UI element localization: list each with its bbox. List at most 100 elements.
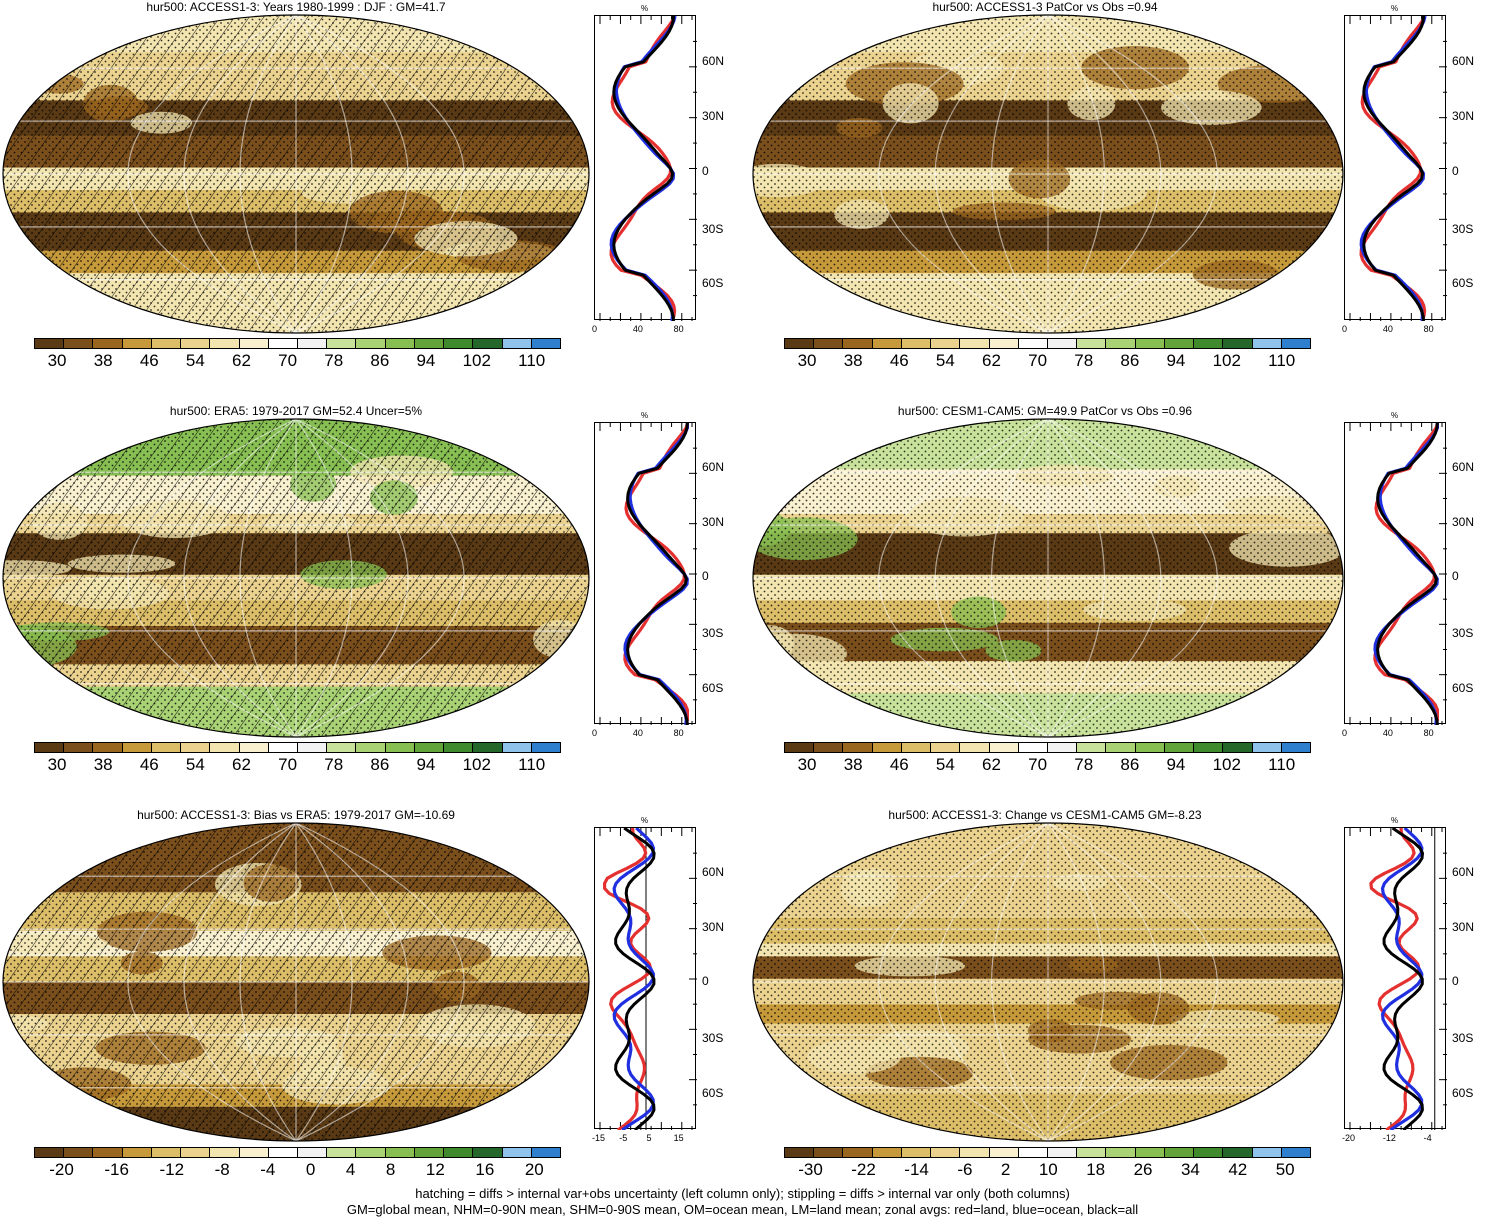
- zonal-x-tick-label: 80: [673, 728, 684, 738]
- zonal-lat-label: 30S: [702, 1031, 724, 1046]
- zonal-x-tick-label: -5: [619, 1133, 628, 1143]
- colorbar-tick-label: 54: [185, 351, 205, 370]
- zonal-lat-label: 60N: [1452, 865, 1475, 880]
- zonal-unit-label: %: [641, 816, 649, 825]
- colorbar-tick-label: -30: [798, 1160, 823, 1179]
- zonal-lat-label: 30S: [1452, 626, 1474, 641]
- colorbar-tick-label: 94: [1166, 351, 1186, 370]
- zonal-curve-all: [614, 826, 656, 1132]
- panel-title: hur500: ACCESS1-3: Years 1980-1999 : DJF…: [146, 0, 446, 14]
- colorbar-tick-label: 38: [93, 351, 113, 370]
- colorbar-tick-label: 94: [416, 351, 436, 370]
- zonal-lat-label: 60S: [702, 276, 724, 291]
- colorbar-tick-label: 30: [797, 755, 817, 774]
- colorbar-tick-label: 26: [1133, 1160, 1153, 1179]
- colorbar-labels: 30 38 46 54 62 70 78 86 94 102 110: [34, 755, 559, 775]
- colorbar-tick-label: 50: [1275, 1160, 1295, 1179]
- panel-title: hur500: ACCESS1-3 PatCor vs Obs =0.94: [932, 0, 1158, 14]
- colorbar: [34, 1147, 561, 1158]
- colorbar-tick-label: 62: [232, 351, 251, 370]
- colorbar-tick-label: 70: [1028, 755, 1048, 774]
- colorbar-tick-label: 20: [524, 1160, 544, 1179]
- colorbar: [34, 338, 561, 349]
- footer-line-1: hatching = diffs > internal var+obs unce…: [415, 1186, 1070, 1201]
- zonal-mean-plot: [594, 15, 697, 322]
- colorbar-tick-label: 18: [1086, 1160, 1106, 1179]
- colorbar-tick-label: 62: [982, 755, 1001, 774]
- zonal-lat-label: 60N: [702, 53, 725, 68]
- zonal-lat-label: 30S: [702, 626, 724, 641]
- zonal-unit-label: %: [1391, 411, 1399, 420]
- footer-line-2: GM=global mean, NHM=0-90N mean, SHM=0-90…: [346, 1202, 1139, 1217]
- zonal-lat-label: 30S: [1452, 1031, 1474, 1046]
- colorbar-tick-label: 102: [462, 755, 491, 774]
- colorbar-tick-label: 70: [278, 755, 298, 774]
- zonal-lat-label: 60S: [1452, 276, 1474, 291]
- colorbar-tick-label: 30: [47, 755, 67, 774]
- colorbar: [784, 742, 1311, 753]
- colorbar-tick-label: 78: [324, 351, 344, 370]
- colorbar-tick-label: 110: [1268, 755, 1296, 774]
- colorbar-tick-label: 38: [843, 755, 863, 774]
- panel-title: hur500: CESM1-CAM5: GM=49.9 PatCor vs Ob…: [897, 404, 1193, 418]
- zonal-curve-land: [1369, 827, 1421, 1132]
- colorbar-tick-label: -8: [214, 1160, 230, 1179]
- zonal-x-tick-label: 0: [1342, 324, 1348, 334]
- zonal-lat-label: 0: [702, 163, 709, 178]
- colorbar-tick-label: 110: [1268, 351, 1296, 370]
- colorbar-tick-label: 42: [1228, 1160, 1248, 1179]
- colorbar-tick-label: 62: [232, 755, 251, 774]
- colorbar-tick-label: 102: [462, 351, 491, 370]
- zonal-lat-label: 0: [702, 569, 709, 584]
- colorbar-tick-label: 54: [935, 351, 955, 370]
- colorbar-tick-label: 110: [518, 755, 546, 774]
- colorbar-labels: 30 38 46 54 62 70 78 86 94 102 110: [784, 351, 1309, 371]
- zonal-lat-label: 0: [1452, 163, 1459, 178]
- zonal-curve-all: [612, 15, 676, 322]
- zonal-curve-ocean: [612, 826, 656, 1132]
- zonal-curve-land: [603, 827, 653, 1132]
- colorbar-tick-label: 8: [385, 1160, 396, 1179]
- colorbar-tick-label: 46: [889, 755, 909, 774]
- colorbar-tick-label: 4: [345, 1160, 356, 1179]
- colorbar-tick-label: 30: [47, 351, 67, 370]
- colorbar-tick-label: -16: [104, 1160, 129, 1179]
- colorbar-labels: 30 38 46 54 62 70 78 86 94 102 110: [34, 351, 559, 371]
- colorbar-tick-label: -20: [49, 1160, 74, 1179]
- zonal-lat-label: 60N: [1452, 460, 1475, 475]
- zonal-lat-label: 30N: [1452, 919, 1475, 934]
- zonal-x-tick-label: -20: [1342, 1133, 1356, 1143]
- zonal-x-tick-label: 15: [673, 1133, 684, 1143]
- zonal-unit-label: %: [1391, 816, 1399, 825]
- colorbar-tick-label: 86: [1120, 351, 1140, 370]
- colorbar-tick-label: 70: [278, 351, 298, 370]
- colorbar-tick-label: 110: [518, 351, 546, 370]
- zonal-lat-label: 30N: [702, 514, 725, 529]
- zonal-mean-plot: [1344, 15, 1447, 322]
- colorbar-tick-label: 12: [425, 1160, 445, 1179]
- zonal-x-tick-label: 80: [1423, 728, 1434, 738]
- colorbar: [784, 1147, 1311, 1158]
- colorbar: [34, 742, 561, 753]
- zonal-curve-ocean: [1380, 826, 1424, 1132]
- colorbar-tick-label: 70: [1028, 351, 1048, 370]
- colorbar-tick-label: 46: [889, 351, 909, 370]
- zonal-mean-plot: [1344, 826, 1447, 1132]
- colorbar-labels: -30 -22 -14 -6 2 10 18 26 34 42 50: [784, 1160, 1309, 1180]
- colorbar-tick-label: 94: [416, 755, 436, 774]
- colorbar-tick-label: 46: [139, 755, 159, 774]
- zonal-unit-label: %: [641, 411, 649, 420]
- colorbar-tick-label: 86: [370, 755, 390, 774]
- zonal-mean-plot: [594, 826, 697, 1132]
- zonal-lat-label: 0: [702, 974, 709, 989]
- panel-title: hur500: ERA5: 1979-2017 GM=52.4 Uncer=5%: [169, 404, 423, 418]
- zonal-x-tick-label: -15: [592, 1133, 606, 1143]
- colorbar-tick-label: 94: [1166, 755, 1186, 774]
- zonal-curve-all: [1362, 15, 1426, 322]
- zonal-x-tick-label: 0: [1342, 728, 1348, 738]
- zonal-lat-label: 60S: [702, 1085, 724, 1100]
- colorbar-tick-label: 10: [1038, 1160, 1058, 1179]
- colorbar-tick-label: -14: [904, 1160, 929, 1179]
- zonal-lat-label: 0: [1452, 569, 1459, 584]
- colorbar-tick-label: 34: [1180, 1160, 1200, 1179]
